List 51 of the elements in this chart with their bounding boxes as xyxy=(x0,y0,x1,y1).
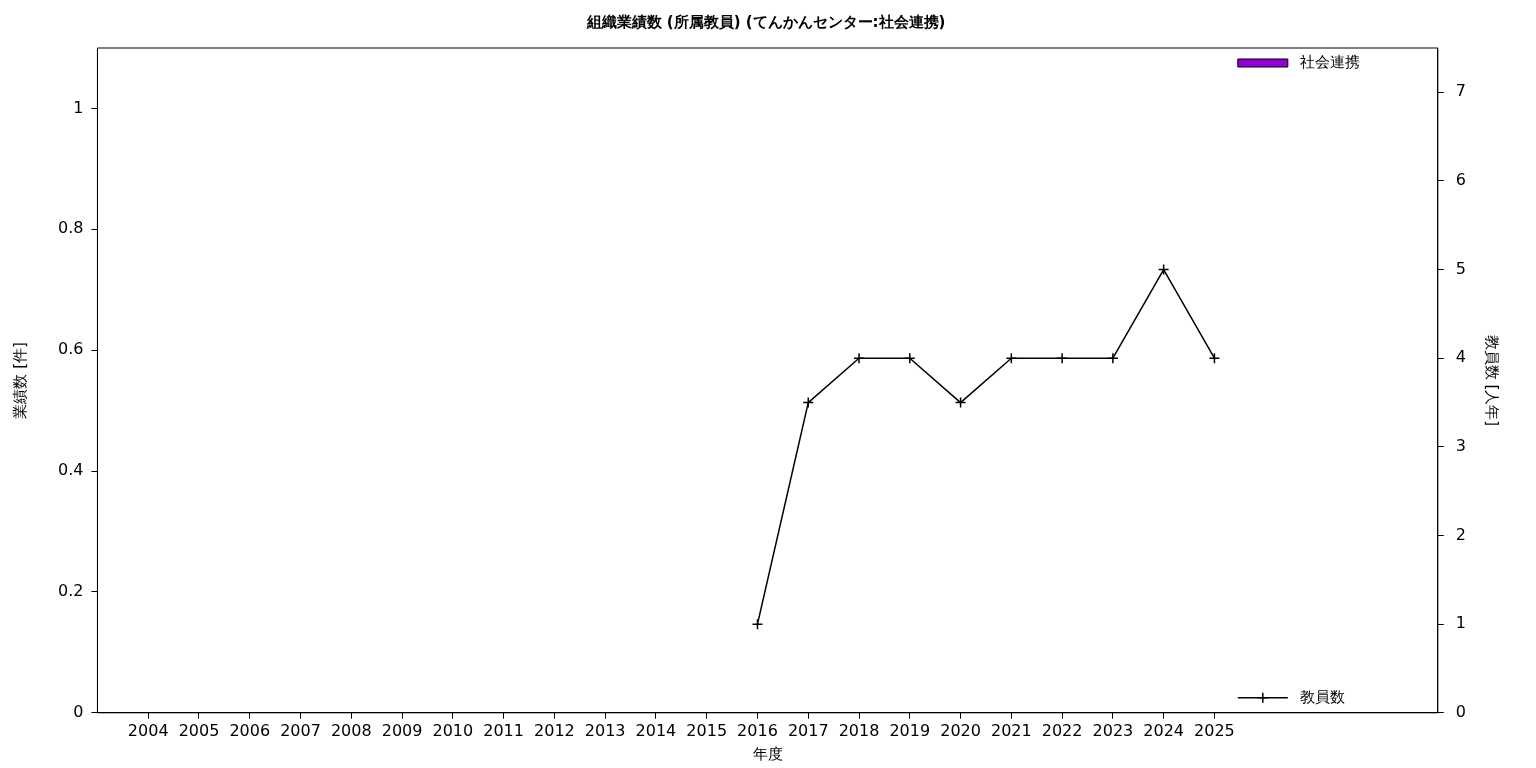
x-tick-label: 2011 xyxy=(483,720,524,740)
x-tick-label: 2007 xyxy=(280,720,321,740)
x-tick-label: 2008 xyxy=(330,720,372,740)
x-tick-label: 2016 xyxy=(737,720,778,740)
x-tick-label: 2006 xyxy=(229,720,271,740)
point xyxy=(1005,352,1018,364)
point xyxy=(802,396,814,409)
y-tick-label: 1 xyxy=(73,97,84,117)
y2-tick-label: 6 xyxy=(1455,170,1467,190)
x-tick-label: 2014 xyxy=(635,720,677,740)
y2-tick-label: 5 xyxy=(1455,258,1467,278)
point xyxy=(954,396,967,409)
point xyxy=(751,618,764,630)
x-tick-label: 2023 xyxy=(1092,720,1134,740)
x-tick-label: 2018 xyxy=(838,720,880,740)
y-tick-label: 0.6 xyxy=(57,339,84,359)
x-tick-label: 2021 xyxy=(990,720,1032,740)
x-tick-label: 2024 xyxy=(1143,720,1185,740)
y2-tick-label: 4 xyxy=(1455,347,1467,367)
chart-title: 組織業績数 (所属教員) (てんかんセンター:社会連携) xyxy=(585,12,946,31)
x-tick-label: 2020 xyxy=(940,720,981,740)
legend-label: 社会連携 xyxy=(1299,52,1360,71)
point xyxy=(853,352,865,364)
point xyxy=(1107,352,1119,364)
y-tick-label: 0 xyxy=(73,701,84,721)
legend-label: 教員数 xyxy=(1299,687,1345,706)
y2-tick-label: 7 xyxy=(1455,81,1467,101)
point xyxy=(1157,263,1170,276)
y-tick-label: 0.2 xyxy=(57,581,84,601)
y2-tick-label: 2 xyxy=(1455,524,1467,544)
x-tick-label: 2012 xyxy=(534,720,575,740)
x-tick-label: 2017 xyxy=(787,720,829,740)
point xyxy=(1208,352,1221,364)
x-tick-label: 2010 xyxy=(432,720,474,740)
x-axis-title: 年度 xyxy=(752,744,783,763)
x-tick-label: 2009 xyxy=(381,720,423,740)
x-tick-label: 2025 xyxy=(1194,720,1235,740)
x-tick-label: 2005 xyxy=(178,720,220,740)
y2-tick-label: 3 xyxy=(1455,436,1467,456)
y-tick-label: 0.4 xyxy=(57,460,84,480)
x-tick-label: 2013 xyxy=(584,720,626,740)
x-tick-label: 2019 xyxy=(889,720,931,740)
x-tick-label: 2004 xyxy=(127,720,169,740)
y-axis-title: 業績数 [件] xyxy=(10,342,29,419)
x-tick-label: 2015 xyxy=(686,720,728,740)
y-tick-label: 0.8 xyxy=(57,218,84,238)
y2-axis-title: 教員数 [人年] xyxy=(1483,334,1502,427)
y2-tick-label: 1 xyxy=(1455,613,1467,633)
point xyxy=(904,352,916,364)
y2-tick-label: 0 xyxy=(1455,701,1467,721)
x-tick-label: 2022 xyxy=(1041,720,1083,740)
